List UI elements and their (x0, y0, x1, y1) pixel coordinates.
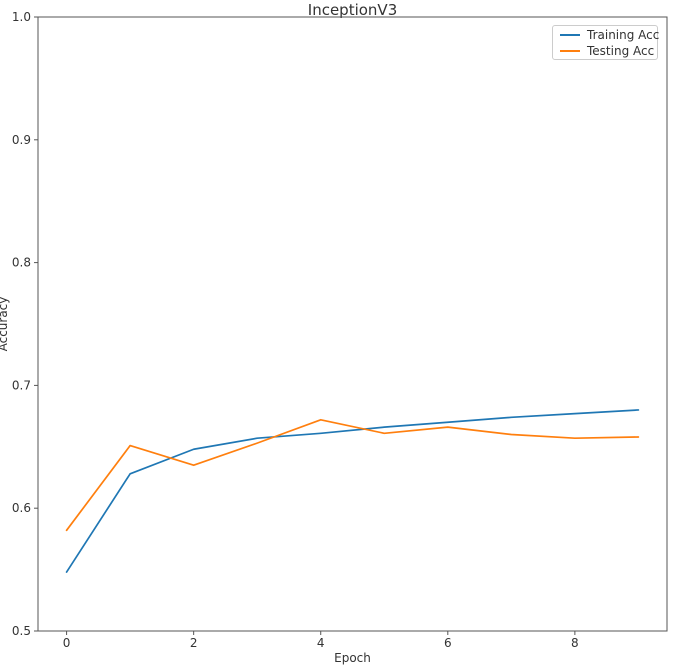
series-line-testing-acc (65, 418, 640, 532)
legend-label-training: Training Acc (587, 27, 660, 42)
legend-entry-training: Training Acc (560, 27, 660, 42)
y-tick-label: 0.6 (12, 501, 31, 515)
series-line-training-acc (65, 409, 640, 573)
y-tick-label: 0.5 (12, 624, 31, 638)
training-line-swatch (560, 33, 580, 36)
x-tick-label: 8 (571, 636, 579, 650)
legend-label-testing: Testing Acc (587, 43, 655, 58)
chart-title: InceptionV3 (307, 1, 398, 19)
y-tick-label: 0.8 (12, 256, 31, 270)
legend-entry-testing: Testing Acc (560, 44, 657, 58)
x-axis-label: Epoch (334, 651, 371, 665)
x-tick-label: 2 (190, 636, 198, 650)
testing-line-swatch (560, 49, 580, 52)
y-tick-label: 0.9 (12, 133, 31, 147)
plot-border (37, 16, 668, 632)
legend: Training Acc Testing Acc (552, 25, 660, 60)
y-tick-label: 0.7 (12, 378, 31, 392)
x-tick-label: 6 (444, 636, 452, 650)
y-tick-label: 1.0 (12, 10, 31, 24)
x-tick-label: 4 (317, 636, 325, 650)
x-tick-label: 0 (63, 636, 71, 650)
